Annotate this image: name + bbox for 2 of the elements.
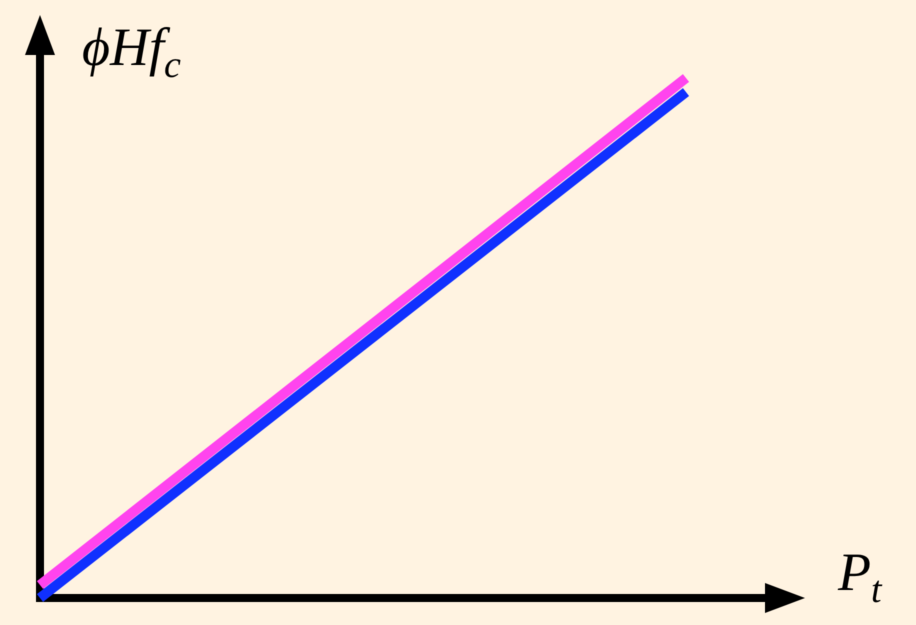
x-axis-title: P$_{t}$ xyxy=(838,542,882,611)
y-axis-title: ϕHf$_{c}$ xyxy=(82,17,181,86)
